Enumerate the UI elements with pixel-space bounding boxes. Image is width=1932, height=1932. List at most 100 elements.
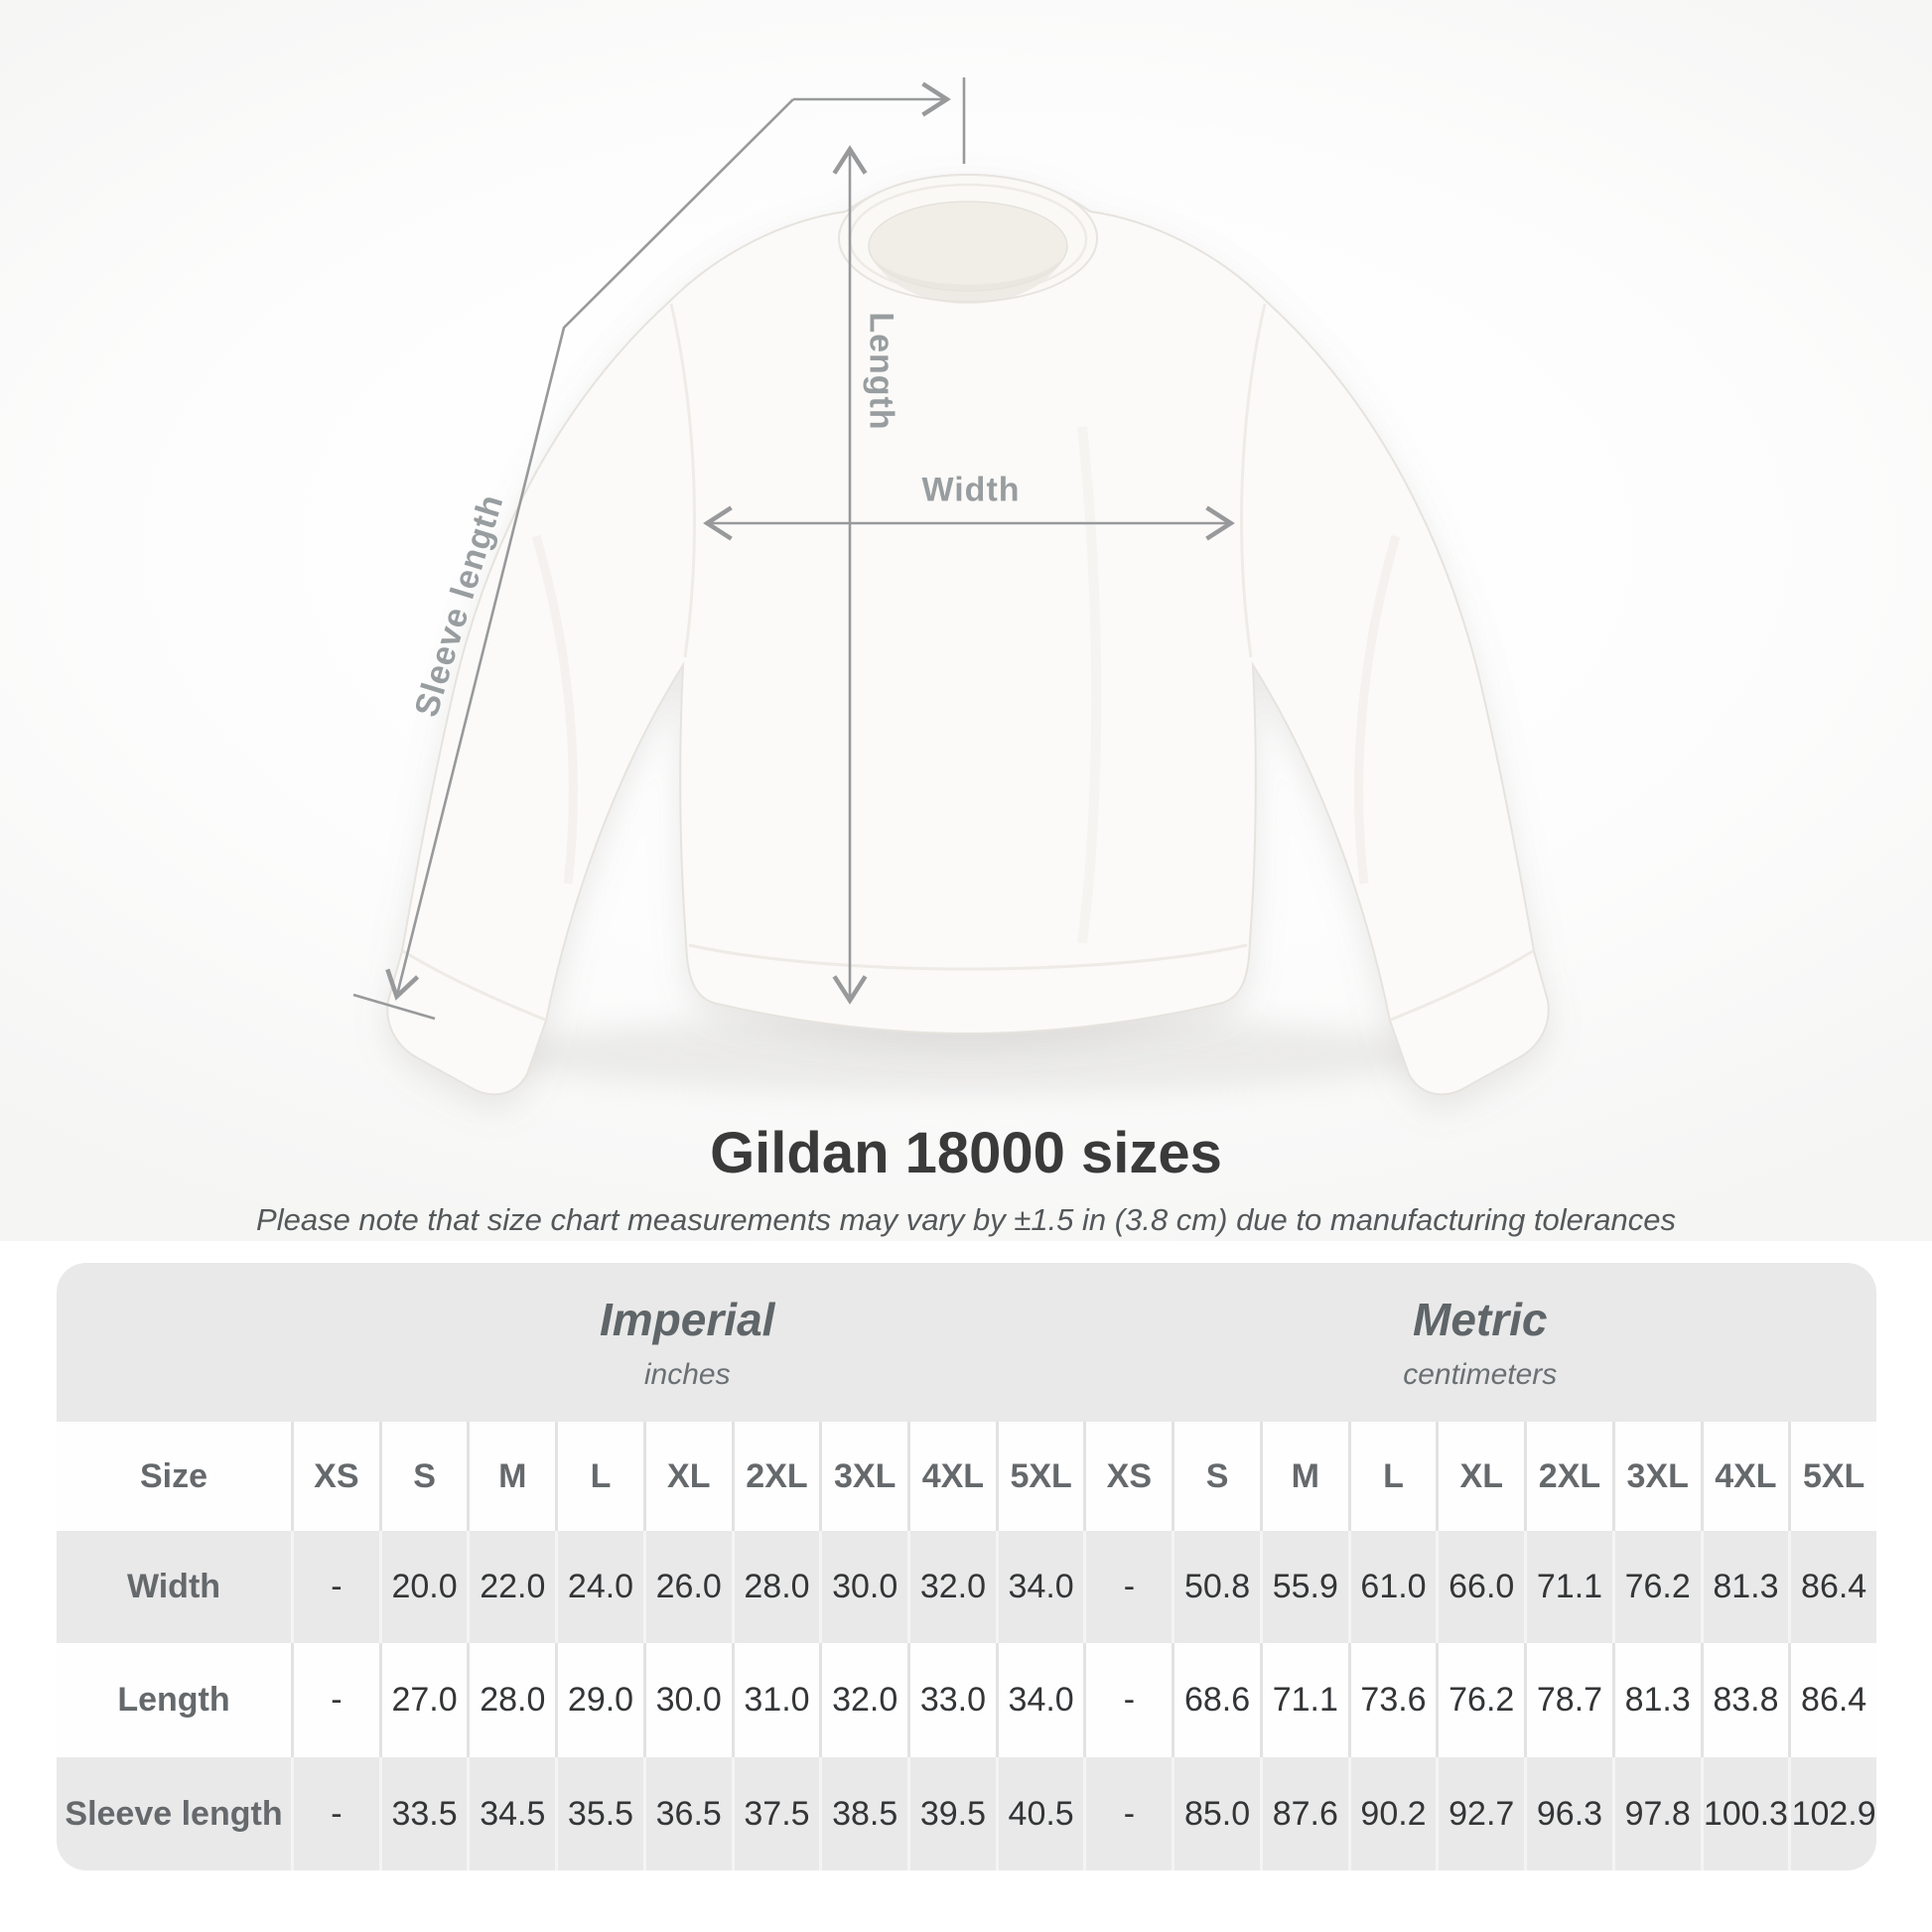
width-annotation-label: Width <box>921 471 1021 509</box>
col-header: XS <box>1083 1422 1173 1531</box>
table-cell: 100.3 <box>1700 1757 1789 1870</box>
table-cell: 71.1 <box>1259 1643 1348 1757</box>
table-cell: 78.7 <box>1524 1643 1612 1757</box>
table-cell: 28.0 <box>467 1643 556 1757</box>
sleeve-length-line <box>385 98 794 1001</box>
table-cell: 96.3 <box>1524 1757 1612 1870</box>
table-cell: 32.0 <box>819 1643 908 1757</box>
table-cell: 97.8 <box>1611 1757 1701 1870</box>
table-cell: 24.0 <box>555 1531 643 1643</box>
page-title: Gildan 18000 sizes <box>710 1121 1222 1185</box>
tolerance-note: Please note that size chart measurements… <box>256 1202 1676 1237</box>
sweatshirt-diagram <box>352 77 1550 1096</box>
table-cell: 83.8 <box>1700 1643 1789 1757</box>
metric-label: Metric <box>1413 1294 1548 1345</box>
table-cell: - <box>1083 1531 1173 1643</box>
sweatshirt-illustration <box>386 173 1550 1096</box>
metric-group-header: Metric centimeters <box>1084 1263 1877 1422</box>
table-cell: 76.2 <box>1436 1643 1525 1757</box>
imperial-sublabel: inches <box>643 1358 731 1391</box>
table-cell: - <box>291 1757 379 1870</box>
table-cell: 66.0 <box>1436 1531 1525 1643</box>
col-header: XL <box>1436 1422 1525 1531</box>
table-cell: 39.5 <box>907 1757 996 1870</box>
table-cell: 50.8 <box>1172 1531 1260 1643</box>
length-annotation-label: Length <box>862 312 900 431</box>
col-header: XS <box>291 1422 379 1531</box>
size-table: Imperial inches Metric centimeters Size … <box>57 1263 1876 1870</box>
table-cell: 87.6 <box>1259 1757 1348 1870</box>
fold-line <box>1354 534 1401 885</box>
col-header: 3XL <box>1611 1422 1701 1531</box>
row-label: Sleeve length <box>57 1757 291 1870</box>
unit-group-spacer <box>57 1263 291 1422</box>
metric-sublabel: centimeters <box>1403 1358 1558 1391</box>
col-header: L <box>555 1422 643 1531</box>
imperial-group-header: Imperial inches <box>291 1263 1084 1422</box>
table-cell: 27.0 <box>378 1643 468 1757</box>
sleeve-end-tick <box>352 993 436 1021</box>
right-cuff-seam <box>1390 949 1534 1022</box>
table-cell: - <box>291 1531 379 1643</box>
table-cell: 33.0 <box>907 1643 996 1757</box>
garment-shadow <box>501 1015 1435 1094</box>
col-header: 5XL <box>995 1422 1084 1531</box>
table-cell: 73.6 <box>1347 1643 1437 1757</box>
table-cell: 30.0 <box>819 1531 908 1643</box>
length-row: Length - 27.0 28.0 29.0 30.0 31.0 32.0 3… <box>57 1643 1876 1757</box>
table-cell: - <box>1083 1643 1173 1757</box>
corner-label: Size <box>57 1422 291 1531</box>
fold-line <box>1077 426 1102 944</box>
table-cell: 30.0 <box>642 1643 732 1757</box>
unit-group-row: Imperial inches Metric centimeters <box>57 1263 1876 1422</box>
col-header: M <box>467 1422 556 1531</box>
table-cell: 26.0 <box>642 1531 732 1643</box>
table-cell: 34.5 <box>467 1757 556 1870</box>
col-header: S <box>378 1422 468 1531</box>
col-header: S <box>1172 1422 1260 1531</box>
table-cell: - <box>291 1643 379 1757</box>
table-cell: 102.9 <box>1788 1757 1876 1870</box>
col-header: 2XL <box>1524 1422 1612 1531</box>
right-sleeve-seam <box>1240 303 1267 658</box>
col-header: 4XL <box>1700 1422 1789 1531</box>
measurement-lines <box>352 77 1235 1021</box>
imperial-label: Imperial <box>600 1294 775 1345</box>
table-cell: 81.3 <box>1611 1643 1701 1757</box>
table-cell: 40.5 <box>995 1757 1084 1870</box>
fold-line <box>531 534 578 885</box>
col-header: 2XL <box>731 1422 820 1531</box>
width-row: Width - 20.0 22.0 24.0 26.0 28.0 30.0 32… <box>57 1531 1876 1643</box>
hem-band-seam <box>688 943 1248 971</box>
table-cell: 86.4 <box>1788 1643 1876 1757</box>
table-cell: 68.6 <box>1172 1643 1260 1757</box>
table-cell: 92.7 <box>1436 1757 1525 1870</box>
table-cell: 28.0 <box>731 1531 820 1643</box>
left-sleeve-seam <box>669 303 696 658</box>
row-label: Length <box>57 1643 291 1757</box>
row-label: Width <box>57 1531 291 1643</box>
table-cell: 76.2 <box>1611 1531 1701 1643</box>
col-header: 3XL <box>819 1422 908 1531</box>
table-cell: 38.5 <box>819 1757 908 1870</box>
col-header: XL <box>642 1422 732 1531</box>
table-cell: 20.0 <box>378 1531 468 1643</box>
table-cell: 33.5 <box>378 1757 468 1870</box>
table-cell: 31.0 <box>731 1643 820 1757</box>
collar-shadow <box>871 256 1065 304</box>
table-cell: 81.3 <box>1700 1531 1789 1643</box>
table-cell: 55.9 <box>1259 1531 1348 1643</box>
size-header-row: Size XS S M L XL 2XL 3XL 4XL 5XL XS S M … <box>57 1422 1876 1531</box>
table-cell: 29.0 <box>555 1643 643 1757</box>
table-cell: 32.0 <box>907 1531 996 1643</box>
col-header: L <box>1347 1422 1437 1531</box>
table-cell: 71.1 <box>1524 1531 1612 1643</box>
table-cell: 34.0 <box>995 1643 1084 1757</box>
col-header: 4XL <box>907 1422 996 1531</box>
table-cell: 86.4 <box>1788 1531 1876 1643</box>
table-cell: 36.5 <box>642 1757 732 1870</box>
left-cuff-seam <box>402 949 546 1022</box>
col-header: M <box>1259 1422 1348 1531</box>
table-cell: 37.5 <box>731 1757 820 1870</box>
